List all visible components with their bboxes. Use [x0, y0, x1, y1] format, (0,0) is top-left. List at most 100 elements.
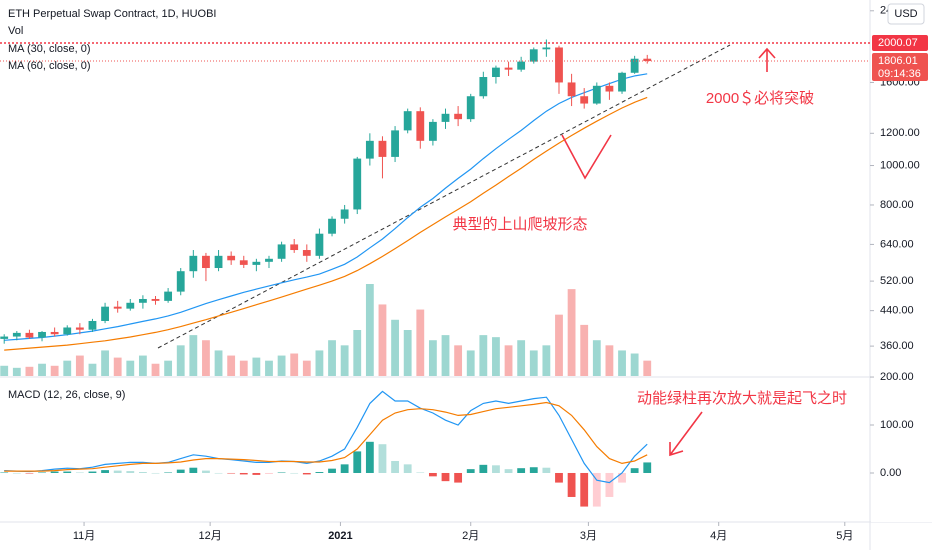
- candle-body: [189, 255, 198, 272]
- candle-body: [164, 291, 173, 301]
- volume-bar: [517, 340, 526, 376]
- histogram-bar: [428, 472, 437, 477]
- volume-bar: [25, 366, 34, 376]
- histogram-bar: [441, 472, 450, 482]
- candle-body: [580, 96, 589, 104]
- histogram-bar: [391, 460, 399, 473]
- volume-bar: [466, 350, 475, 376]
- candle-body: [605, 85, 614, 92]
- volume-bar: [555, 314, 563, 376]
- y-tick-label: 100.00: [880, 419, 914, 431]
- candle-body: [365, 140, 374, 159]
- candle-body: [126, 302, 135, 309]
- volume-bar: [265, 360, 273, 376]
- volume-bar: [567, 289, 576, 376]
- axis-background: [871, 0, 932, 522]
- candle-body: [138, 298, 147, 303]
- candle-body: [202, 255, 210, 269]
- histogram-bar: [567, 472, 576, 497]
- volume-bar: [492, 337, 500, 376]
- candle-body: [101, 306, 109, 321]
- currency-button[interactable]: [887, 3, 925, 25]
- volume-label: Vol: [8, 25, 23, 37]
- volume-bar: [529, 350, 538, 376]
- candle-body: [0, 336, 9, 339]
- candle-body: [239, 260, 248, 265]
- volume-bar: [353, 330, 362, 376]
- volume-bar: [75, 355, 84, 376]
- chart-title: ETH Perpetual Swap Contract, 1D, HUOBI: [8, 8, 216, 20]
- candle-body: [504, 67, 513, 70]
- annotation: 典型的上山爬坡形态: [452, 216, 587, 233]
- candle-body: [529, 49, 538, 62]
- volume-bar: [302, 360, 311, 376]
- x-tick-label: 2021: [328, 530, 352, 542]
- currency-label[interactable]: USD: [894, 8, 917, 20]
- candle-body: [542, 47, 551, 50]
- histogram-bar: [340, 464, 349, 473]
- histogram-bar: [113, 470, 122, 473]
- histogram-bar: [164, 472, 173, 474]
- x-tick-label: 12月: [199, 530, 222, 542]
- volume-bar: [151, 363, 160, 376]
- volume-bar: [365, 284, 374, 376]
- histogram-bar: [265, 472, 273, 474]
- histogram-bar: [189, 467, 198, 473]
- volume-bar: [38, 363, 46, 376]
- volume-bar: [252, 357, 261, 376]
- volume-bar: [63, 360, 72, 376]
- histogram-bar: [151, 472, 160, 474]
- volume-bar: [126, 360, 135, 376]
- price-tag-label: 2000.07: [878, 37, 918, 49]
- histogram-bar: [504, 469, 513, 473]
- candle-body: [63, 327, 72, 335]
- candle-body: [441, 113, 450, 122]
- candle-body: [113, 306, 122, 309]
- macd-line: [4, 401, 648, 472]
- candle-body: [630, 58, 639, 73]
- histogram-bar: [529, 467, 538, 473]
- price-tag-time: 09:14:36: [878, 68, 921, 80]
- volume-bar: [391, 319, 399, 376]
- volume-bar: [403, 330, 412, 376]
- histogram-bar: [517, 468, 526, 473]
- volume-bar: [542, 345, 551, 376]
- volume-bar: [202, 340, 210, 376]
- candle-body: [391, 130, 399, 157]
- volume-bar: [176, 345, 185, 376]
- volume-bar: [290, 353, 299, 376]
- candle-body: [12, 332, 21, 337]
- histogram-bar: [315, 472, 324, 473]
- volume-bar: [277, 355, 286, 376]
- candle-body: [454, 113, 463, 120]
- candle-body: [567, 82, 576, 97]
- histogram-bar: [214, 472, 223, 474]
- candle-body: [492, 67, 500, 78]
- volume-bar: [50, 365, 59, 376]
- histogram-bar: [277, 472, 286, 474]
- legend-entry: MA (30, close, 0): [8, 43, 91, 55]
- candle-body: [176, 271, 185, 292]
- histogram-bar: [38, 472, 46, 474]
- histogram-bar: [365, 441, 374, 473]
- histogram-bar: [202, 470, 210, 473]
- x-tick-label: 3月: [580, 530, 597, 542]
- histogram-bar: [138, 472, 147, 473]
- price-tag-label: 1806.01: [878, 55, 918, 67]
- volume-bar: [239, 360, 248, 376]
- candle-body: [340, 209, 349, 219]
- histogram-bar: [454, 472, 463, 483]
- y-tick-label: 0.00: [880, 467, 901, 479]
- histogram-bar: [328, 468, 336, 473]
- volume-bar: [101, 350, 109, 376]
- volume-bar: [189, 335, 198, 376]
- candle-body: [416, 111, 425, 141]
- candle-body: [403, 111, 412, 131]
- histogram-bar: [12, 472, 21, 474]
- candle-body: [50, 331, 59, 335]
- x-tick-label: 11月: [73, 530, 95, 542]
- volume-bar: [479, 335, 488, 376]
- histogram-bar: [239, 472, 248, 475]
- candle-body: [265, 258, 273, 262]
- histogram-bar: [50, 471, 59, 473]
